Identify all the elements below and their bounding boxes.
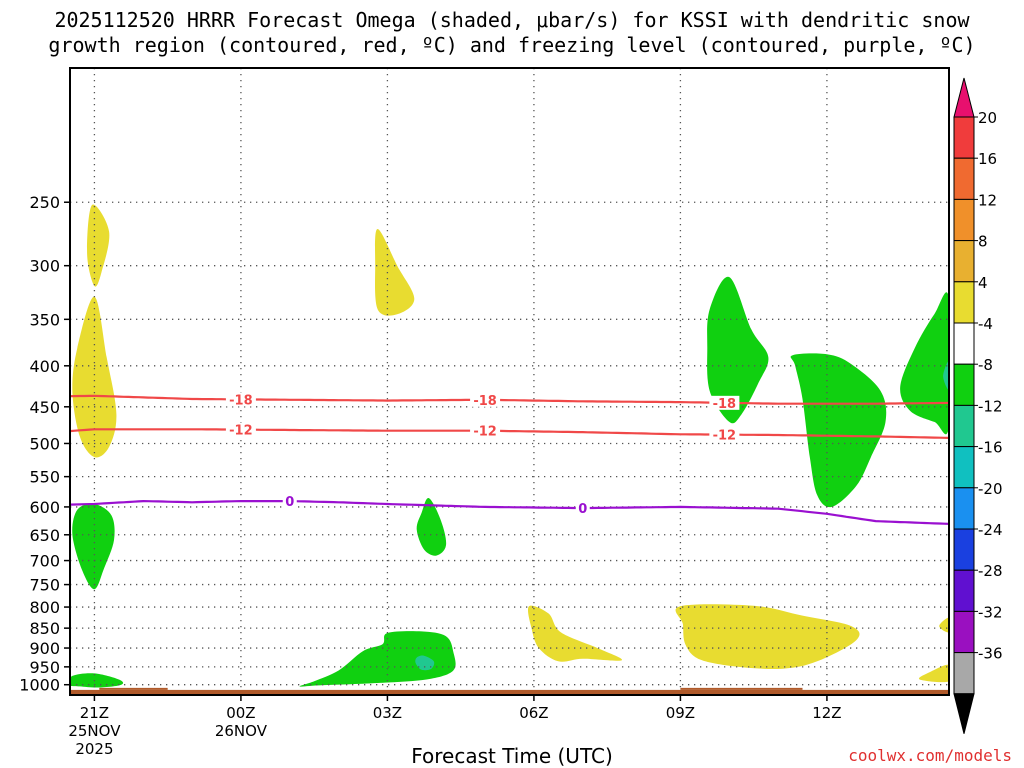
colorbar-top-arrow (953, 77, 975, 118)
x-tick-label: 26NOV (215, 722, 268, 740)
purple-label-bg (282, 494, 297, 509)
omega-region-11 (790, 353, 887, 508)
omega-region-1 (72, 296, 117, 458)
chart-title-line-2: growth region (contoured, red, ºC) and f… (48, 33, 976, 57)
plot-frame (69, 67, 950, 696)
x-tick-label: 09Z (666, 704, 695, 722)
omega-region-8 (299, 631, 456, 687)
y-tick-label: 350 (29, 310, 60, 329)
colorbar-label: 12 (978, 191, 997, 209)
colorbar-segment (953, 528, 975, 571)
colorbar-segment (953, 487, 975, 530)
colorbar-label: -16 (978, 439, 1003, 457)
y-tick-label: 550 (29, 468, 60, 487)
y-tick-label: 600 (29, 498, 60, 517)
chart-title-line-1: 2025112520 HRRR Forecast Omega (shaded, … (54, 8, 970, 32)
colorbar-label: -4 (978, 315, 993, 333)
red-label-bg (225, 392, 256, 407)
colorbar-segment (953, 322, 975, 365)
y-tick-label: 650 (29, 526, 60, 545)
colorbar-label: -20 (978, 480, 1003, 498)
colorbar-label: -36 (978, 645, 1003, 663)
x-axis-label: Forecast Time (UTC) (411, 744, 613, 768)
omega-region-13 (70, 673, 124, 688)
x-tick-label: 06Z (519, 704, 548, 722)
colorbar-segment (953, 198, 975, 242)
colorbar-segment (953, 363, 975, 406)
colorbar-segment (953, 281, 975, 324)
y-tick-label: 450 (29, 398, 60, 417)
y-tick-label: 900 (29, 639, 60, 658)
red-label-bg (709, 427, 740, 442)
red-label-bg (470, 392, 501, 407)
omega-region-14 (415, 655, 435, 671)
y-tick-label: 800 (29, 598, 60, 617)
colorbar-label: -24 (978, 521, 1003, 539)
purple-contour-line-0 (70, 499, 949, 525)
terrain-bumps (99, 687, 803, 690)
omega-region-3 (527, 605, 623, 662)
red-contour-label: -18 (229, 393, 253, 408)
terrain-band (70, 689, 949, 695)
omega-region-15 (943, 361, 949, 390)
red-label-bg (470, 423, 501, 438)
colorbar-label: 20 (978, 109, 997, 127)
colorbar-label: -8 (978, 356, 993, 374)
y-tick-label: 950 (29, 658, 60, 677)
omega-region-9 (416, 497, 447, 556)
x-tick-label: 03Z (373, 704, 402, 722)
omega-region-12 (900, 292, 949, 435)
colorbar-segment (953, 157, 975, 200)
omega-region-7 (72, 503, 115, 590)
x-tick-label: 00Z (226, 704, 255, 722)
red-label-bg (225, 422, 256, 437)
red-contour-label: -12 (229, 424, 253, 439)
y-tick-label: 300 (29, 257, 60, 276)
red-label-bg (709, 395, 740, 410)
colorbar-segment (953, 652, 975, 695)
colorbar-segment (953, 569, 975, 612)
omega-region-10 (707, 276, 769, 424)
colorbar-label: -28 (978, 562, 1003, 580)
omega-region-6 (918, 664, 949, 683)
colorbar-segment (953, 610, 975, 654)
x-tick-label: 25NOV (68, 722, 121, 740)
colorbar-segment (953, 446, 975, 489)
red-contour-label: -18 (473, 394, 497, 409)
x-tick-label: 2025 (75, 740, 113, 758)
y-tick-label: 500 (29, 434, 60, 453)
red-contour-label: -12 (713, 429, 737, 444)
y-tick-label: 750 (29, 576, 60, 595)
colorbar-label: 4 (978, 274, 988, 292)
colorbar-label: -32 (978, 603, 1003, 621)
colorbar: 20 16 12 8 4 -4 -8 -12 -16 -20 -24 -28 -32 -36 (953, 77, 1003, 734)
purple-contour-label: 0 (285, 495, 294, 510)
y-tick-label: 1000 (19, 676, 60, 695)
omega-region-0 (87, 204, 110, 287)
colorbar-segment (953, 116, 975, 159)
colorbar-segment (953, 404, 975, 448)
colorbar-bottom-arrow (953, 693, 975, 734)
x-tick-label: 12Z (812, 704, 841, 722)
y-tick-label: 400 (29, 357, 60, 376)
colorbar-label: -12 (978, 397, 1003, 415)
colorbar-label: 8 (978, 233, 988, 251)
y-tick-label: 250 (29, 193, 60, 212)
credit-text: coolwx.com/models (848, 746, 1012, 765)
red-contour-label: -18 (713, 397, 737, 412)
y-tick-label: 700 (29, 552, 60, 571)
purple-label-bg (575, 501, 590, 516)
x-tick-label: 21Z (80, 704, 109, 722)
omega-region-4 (675, 604, 860, 670)
plot-area: -18 -18 -18 -12 -12 -12 0 0 (70, 68, 949, 695)
colorbar-label: 16 (978, 150, 997, 168)
omega-region-2 (375, 229, 415, 316)
purple-contour-label: 0 (578, 502, 587, 517)
colorbar-segment (953, 240, 975, 283)
red-contour-label: -12 (473, 425, 497, 440)
y-tick-label: 850 (29, 619, 60, 638)
